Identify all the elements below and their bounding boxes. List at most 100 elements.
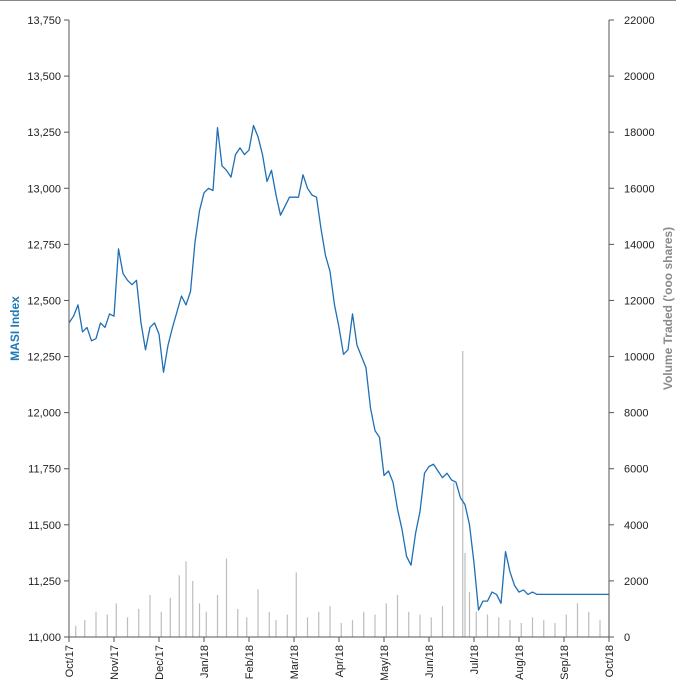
volume-bar xyxy=(453,482,455,637)
volume-bar xyxy=(475,611,477,637)
volume-bar xyxy=(462,350,464,637)
x-tick-label: Jun/18 xyxy=(424,645,436,678)
volume-bar xyxy=(75,625,77,637)
volume-bar xyxy=(340,622,342,637)
volume-bar xyxy=(351,620,354,637)
x-tick-label: Mar/18 xyxy=(289,645,301,679)
volume-bar xyxy=(441,606,444,637)
right-tick-label: 12000 xyxy=(624,295,655,307)
volume-bar xyxy=(268,611,270,637)
left-tick-label: 13,500 xyxy=(27,71,61,83)
volume-bar xyxy=(115,603,117,637)
x-tick-label: Oct/18 xyxy=(604,645,616,677)
index-lines xyxy=(68,124,609,611)
volume-bar xyxy=(126,617,129,637)
volume-bar xyxy=(306,617,309,637)
volume-bar xyxy=(599,620,601,637)
right-tick-label: 14000 xyxy=(624,239,655,251)
x-tick-label: Jan/18 xyxy=(199,645,211,678)
right-tick-label: 10000 xyxy=(624,352,655,364)
volume-bar xyxy=(419,614,421,637)
y2-axis-title: Volume Traded ('ooo shares) xyxy=(661,227,675,390)
x-tick-label: Apr/18 xyxy=(334,645,346,677)
right-tick-label: 18000 xyxy=(624,127,655,139)
volume-bar xyxy=(318,611,320,637)
volume-bar xyxy=(374,614,376,637)
left-tick-label: 12,250 xyxy=(27,352,61,364)
volume-bar xyxy=(225,558,228,637)
right-tick-label: 16000 xyxy=(624,183,655,195)
volume-bar xyxy=(216,594,219,637)
volume-bar xyxy=(464,552,466,637)
left-tick-label: 13,000 xyxy=(27,183,61,195)
x-tick-label: Oct/17 xyxy=(64,645,76,677)
volume-bar xyxy=(554,622,556,637)
x-tick-label: Sep/18 xyxy=(559,645,571,680)
volume-bar xyxy=(363,611,365,637)
volume-bar xyxy=(106,614,108,637)
volume-bar xyxy=(396,594,399,637)
axes xyxy=(0,0,676,638)
right-tick-label: 6000 xyxy=(624,464,648,476)
volume-bar xyxy=(468,592,471,637)
left-tick-label: 11,000 xyxy=(28,632,61,644)
x-tick-label: Aug/18 xyxy=(514,645,526,680)
volume-bar xyxy=(275,620,277,637)
left-tick-label: 12,000 xyxy=(27,408,61,420)
volume-bar xyxy=(531,617,534,637)
volume-bar xyxy=(520,622,522,637)
left-tick-label: 11,750 xyxy=(28,464,61,476)
volume-bar xyxy=(286,614,288,637)
volume-bar xyxy=(430,617,432,637)
volume-bar xyxy=(95,611,97,637)
volume-bar xyxy=(565,614,567,637)
left-tick-label: 12,750 xyxy=(27,239,61,251)
x-axis-ticks: Oct/17 Nov/17 Dec/17 Jan/18 Feb/18 Mar/18 Apr/… xyxy=(64,637,616,680)
masi-index-line xyxy=(68,124,609,611)
right-tick-label: 0 xyxy=(624,632,630,644)
volume-bar xyxy=(385,603,387,637)
volume-bar xyxy=(198,603,201,637)
volume-bar xyxy=(257,589,259,637)
volume-bar xyxy=(498,617,500,637)
volume-bar xyxy=(169,597,171,637)
volume-bar xyxy=(84,620,86,637)
right-tick-label: 8000 xyxy=(624,408,648,420)
left-axis-ticks: 11,000 11,250 11,500 11,750 12,000 12,250 12,5… xyxy=(27,15,69,644)
left-tick-label: 13,250 xyxy=(27,127,61,139)
right-tick-label: 2000 xyxy=(624,576,648,588)
volume-bar xyxy=(237,608,239,637)
volume-bar xyxy=(205,611,207,637)
volume-bar xyxy=(138,608,140,637)
y-axis-title: MASI Index xyxy=(8,296,22,361)
volume-bar xyxy=(149,594,151,637)
left-tick-label: 11,500 xyxy=(28,520,61,532)
volume-bar xyxy=(543,620,545,637)
right-tick-label: 22000 xyxy=(624,15,655,27)
volume-bar xyxy=(486,614,489,637)
volume-bar xyxy=(329,606,331,637)
volume-bars xyxy=(75,350,601,637)
volume-bar xyxy=(408,611,410,637)
right-tick-label: 20000 xyxy=(624,71,655,83)
volume-bar xyxy=(178,575,180,637)
volume-bar xyxy=(509,620,511,637)
volume-bar xyxy=(192,580,194,637)
x-tick-label: Dec/17 xyxy=(154,645,166,680)
volume-bar xyxy=(160,611,162,637)
volume-bar xyxy=(576,603,579,637)
volume-bar xyxy=(295,572,297,637)
x-tick-label: Nov/17 xyxy=(109,645,121,680)
volume-bar xyxy=(185,561,187,637)
x-tick-label: May/18 xyxy=(379,645,391,680)
right-axis-ticks: 0 2000 4000 6000 8000 10000 12000 14000 16000 180… xyxy=(609,15,655,644)
volume-bar xyxy=(246,617,248,637)
volume-bar xyxy=(588,611,590,637)
left-tick-label: 11,250 xyxy=(28,576,61,588)
left-tick-label: 13,750 xyxy=(27,15,61,27)
x-tick-label: Feb/18 xyxy=(244,645,256,679)
right-tick-label: 4000 xyxy=(624,520,648,532)
left-tick-label: 12,500 xyxy=(27,295,61,307)
x-tick-label: Jul/18 xyxy=(469,645,481,674)
